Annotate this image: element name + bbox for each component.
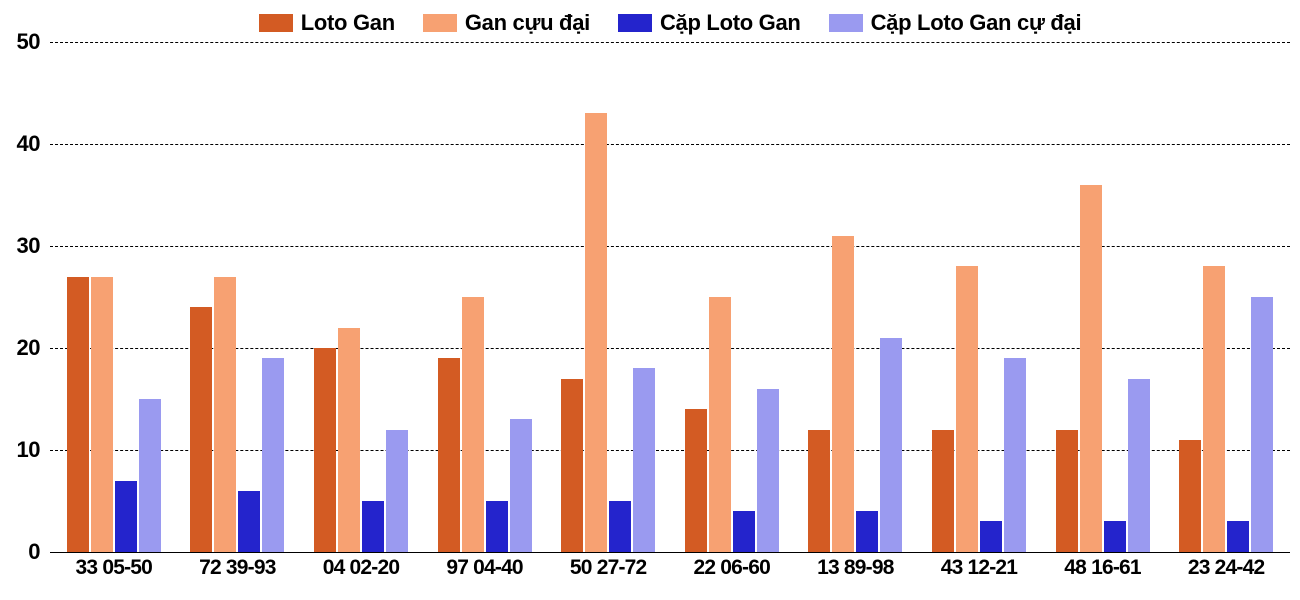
bar-group (423, 297, 547, 552)
legend-item: Loto Gan (259, 10, 395, 36)
x-tick-label: 04 02-20 (299, 556, 423, 580)
bar-group (670, 297, 794, 552)
bar (609, 501, 631, 552)
bar (262, 358, 284, 552)
legend-swatch (423, 14, 457, 32)
bar-group (1041, 185, 1165, 552)
bar (757, 389, 779, 552)
bar (486, 501, 508, 552)
bar (190, 307, 212, 552)
bar (1203, 266, 1225, 552)
x-axis: 33 05-5072 39-9304 02-2097 04-4050 27-72… (50, 552, 1290, 580)
bar (238, 491, 260, 552)
bar (1179, 440, 1201, 552)
x-tick-label: 33 05-50 (52, 556, 176, 580)
bar (1128, 379, 1150, 552)
x-tick-label: 97 04-40 (423, 556, 547, 580)
bars-region (50, 42, 1290, 552)
x-tick-label: 48 16-61 (1041, 556, 1165, 580)
bar (1080, 185, 1102, 552)
bar (561, 379, 583, 552)
bar (633, 368, 655, 552)
bar (462, 297, 484, 552)
legend-item: Gan cựu đại (423, 10, 590, 36)
bar (1227, 521, 1249, 552)
plot-area: 01020304050 (50, 42, 1290, 552)
y-tick-label: 10 (17, 437, 40, 463)
bar (314, 348, 336, 552)
bar-group (1164, 266, 1288, 552)
legend-label: Loto Gan (301, 10, 395, 36)
bar (1104, 521, 1126, 552)
x-tick-label: 13 89-98 (794, 556, 918, 580)
bar (880, 338, 902, 552)
y-tick-label: 50 (17, 29, 40, 55)
bar-group (917, 266, 1041, 552)
bar (980, 521, 1002, 552)
x-tick-label: 43 12-21 (917, 556, 1041, 580)
bar (1004, 358, 1026, 552)
bar (386, 430, 408, 552)
bar (91, 277, 113, 552)
bar (832, 236, 854, 552)
bar (1251, 297, 1273, 552)
grid-line (50, 552, 1290, 553)
bar-group (52, 277, 176, 552)
legend-item: Cặp Loto Gan cự đại (829, 10, 1082, 36)
legend-label: Cặp Loto Gan (660, 10, 801, 36)
bar (115, 481, 137, 552)
legend-swatch (618, 14, 652, 32)
bar (585, 113, 607, 552)
bar (808, 430, 830, 552)
y-tick-label: 20 (17, 335, 40, 361)
bar-group (546, 113, 670, 552)
y-tick-label: 40 (17, 131, 40, 157)
legend-item: Cặp Loto Gan (618, 10, 801, 36)
bar (338, 328, 360, 552)
bar (956, 266, 978, 552)
bar (1056, 430, 1078, 552)
y-tick-label: 0 (28, 539, 40, 565)
legend-label: Gan cựu đại (465, 10, 590, 36)
chart-legend: Loto Gan Gan cựu đại Cặp Loto Gan Cặp Loto … (50, 10, 1290, 36)
x-tick-label: 22 06-60 (670, 556, 794, 580)
legend-label: Cặp Loto Gan cự đại (871, 10, 1082, 36)
bar (932, 430, 954, 552)
bar (733, 511, 755, 552)
bar-group (299, 328, 423, 552)
y-tick-label: 30 (17, 233, 40, 259)
bar-group (794, 236, 918, 552)
x-tick-label: 72 39-93 (176, 556, 300, 580)
y-axis: 01020304050 (0, 42, 44, 552)
legend-swatch (829, 14, 863, 32)
bar (214, 277, 236, 552)
bar-group (176, 277, 300, 552)
x-tick-label: 23 24-42 (1164, 556, 1288, 580)
legend-swatch (259, 14, 293, 32)
bar (438, 358, 460, 552)
bar (856, 511, 878, 552)
bar (67, 277, 89, 552)
bar (139, 399, 161, 552)
x-tick-label: 50 27-72 (546, 556, 670, 580)
bar (362, 501, 384, 552)
bar (709, 297, 731, 552)
bar (510, 419, 532, 552)
bar (685, 409, 707, 552)
